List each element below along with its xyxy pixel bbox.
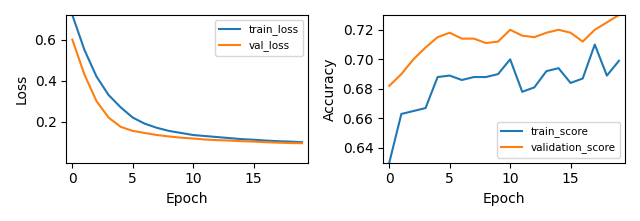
Line: val_loss: val_loss [72, 40, 302, 143]
train_loss [93, 75, 100, 78]
train_score [494, 73, 502, 75]
train_score [470, 76, 477, 78]
validation_score [518, 34, 526, 37]
validation_score [482, 42, 490, 44]
train_loss [226, 137, 234, 139]
train_loss [141, 122, 148, 125]
validation_score [615, 14, 623, 16]
train_loss [202, 135, 209, 137]
train_score [591, 43, 598, 46]
train_score [543, 70, 550, 72]
validation_score [422, 46, 429, 49]
val_loss [81, 73, 88, 76]
train_score [422, 107, 429, 109]
validation_score [506, 29, 514, 31]
train_loss [117, 106, 125, 109]
val_loss [226, 139, 234, 142]
train_score [397, 113, 405, 115]
val_loss [165, 135, 173, 138]
val_loss [68, 38, 76, 41]
train_loss [250, 138, 257, 141]
val_loss [274, 141, 282, 144]
val_loss [250, 140, 257, 143]
val_loss [153, 134, 161, 136]
train_loss [286, 140, 294, 143]
val_loss [262, 141, 269, 143]
train_loss [105, 94, 113, 96]
train_loss [153, 126, 161, 129]
validation_score [494, 40, 502, 43]
train_score [482, 76, 490, 78]
train_loss [165, 130, 173, 132]
train_loss [298, 141, 306, 143]
train_loss [189, 134, 197, 136]
train_score [506, 58, 514, 61]
validation_score [531, 36, 538, 38]
validation_score [397, 73, 405, 75]
validation_score [603, 21, 611, 24]
train_score [531, 86, 538, 89]
train_score [518, 90, 526, 93]
train_loss [274, 140, 282, 143]
train_loss [214, 136, 221, 138]
val_loss [214, 139, 221, 141]
Y-axis label: Accuracy: Accuracy [323, 57, 337, 121]
train_score [567, 82, 575, 84]
train_loss [81, 49, 88, 51]
val_loss [117, 126, 125, 128]
val_loss [202, 138, 209, 141]
train_score [434, 76, 442, 78]
Y-axis label: Loss: Loss [15, 74, 29, 104]
train_loss [237, 138, 245, 141]
validation_score [579, 40, 586, 43]
X-axis label: Epoch: Epoch [166, 192, 209, 206]
train_score [385, 161, 393, 164]
validation_score [543, 31, 550, 34]
Line: train_score: train_score [389, 45, 619, 163]
Line: validation_score: validation_score [389, 15, 619, 86]
train_score [615, 59, 623, 62]
val_loss [177, 136, 185, 139]
validation_score [385, 85, 393, 87]
validation_score [470, 37, 477, 40]
train_score [579, 77, 586, 80]
val_loss [141, 132, 148, 134]
validation_score [458, 37, 466, 40]
Legend: train_score, validation_score: train_score, validation_score [497, 122, 620, 158]
train_score [410, 110, 417, 112]
val_loss [298, 142, 306, 145]
validation_score [446, 31, 454, 34]
train_score [555, 67, 563, 70]
val_loss [286, 142, 294, 144]
validation_score [555, 29, 563, 31]
val_loss [189, 137, 197, 140]
train_loss [177, 132, 185, 134]
train_loss [262, 139, 269, 142]
Legend: train_loss, val_loss: train_loss, val_loss [215, 20, 303, 55]
val_loss [129, 130, 136, 132]
train_loss [129, 116, 136, 119]
Line: train_loss: train_loss [72, 15, 302, 142]
train_score [446, 74, 454, 77]
validation_score [434, 36, 442, 38]
validation_score [410, 58, 417, 61]
validation_score [567, 31, 575, 34]
train_score [603, 74, 611, 77]
train_loss [68, 14, 76, 16]
X-axis label: Epoch: Epoch [483, 192, 525, 206]
val_loss [105, 116, 113, 119]
val_loss [93, 100, 100, 103]
validation_score [591, 29, 598, 31]
val_loss [237, 140, 245, 143]
train_score [458, 79, 466, 81]
